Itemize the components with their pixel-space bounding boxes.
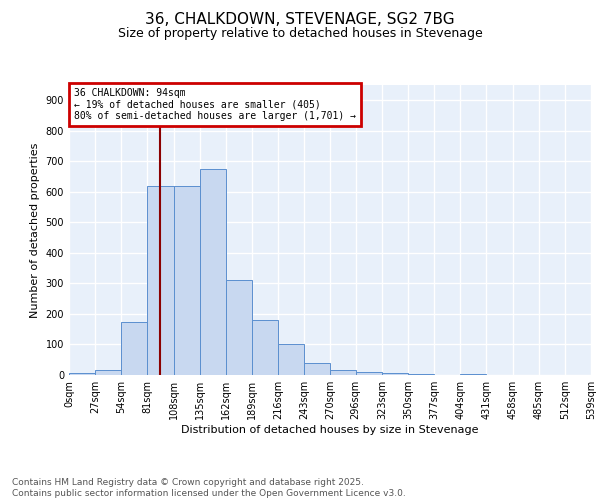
Bar bbox=[460, 374, 487, 375]
Bar bbox=[252, 320, 278, 375]
Bar bbox=[226, 280, 252, 375]
Text: Contains HM Land Registry data © Crown copyright and database right 2025.
Contai: Contains HM Land Registry data © Crown c… bbox=[12, 478, 406, 498]
Bar bbox=[69, 374, 95, 375]
Bar bbox=[408, 374, 434, 375]
Bar bbox=[148, 186, 173, 375]
Bar bbox=[356, 372, 382, 375]
Text: 36, CHALKDOWN, STEVENAGE, SG2 7BG: 36, CHALKDOWN, STEVENAGE, SG2 7BG bbox=[145, 12, 455, 28]
Bar bbox=[382, 374, 408, 375]
Bar bbox=[304, 363, 331, 375]
X-axis label: Distribution of detached houses by size in Stevenage: Distribution of detached houses by size … bbox=[181, 425, 479, 435]
Y-axis label: Number of detached properties: Number of detached properties bbox=[30, 142, 40, 318]
Bar bbox=[95, 370, 121, 375]
Text: 36 CHALKDOWN: 94sqm
← 19% of detached houses are smaller (405)
80% of semi-detac: 36 CHALKDOWN: 94sqm ← 19% of detached ho… bbox=[74, 88, 356, 121]
Bar bbox=[173, 186, 200, 375]
Bar bbox=[200, 169, 226, 375]
Bar bbox=[121, 322, 148, 375]
Text: Size of property relative to detached houses in Stevenage: Size of property relative to detached ho… bbox=[118, 28, 482, 40]
Bar bbox=[331, 370, 356, 375]
Bar bbox=[278, 344, 304, 375]
